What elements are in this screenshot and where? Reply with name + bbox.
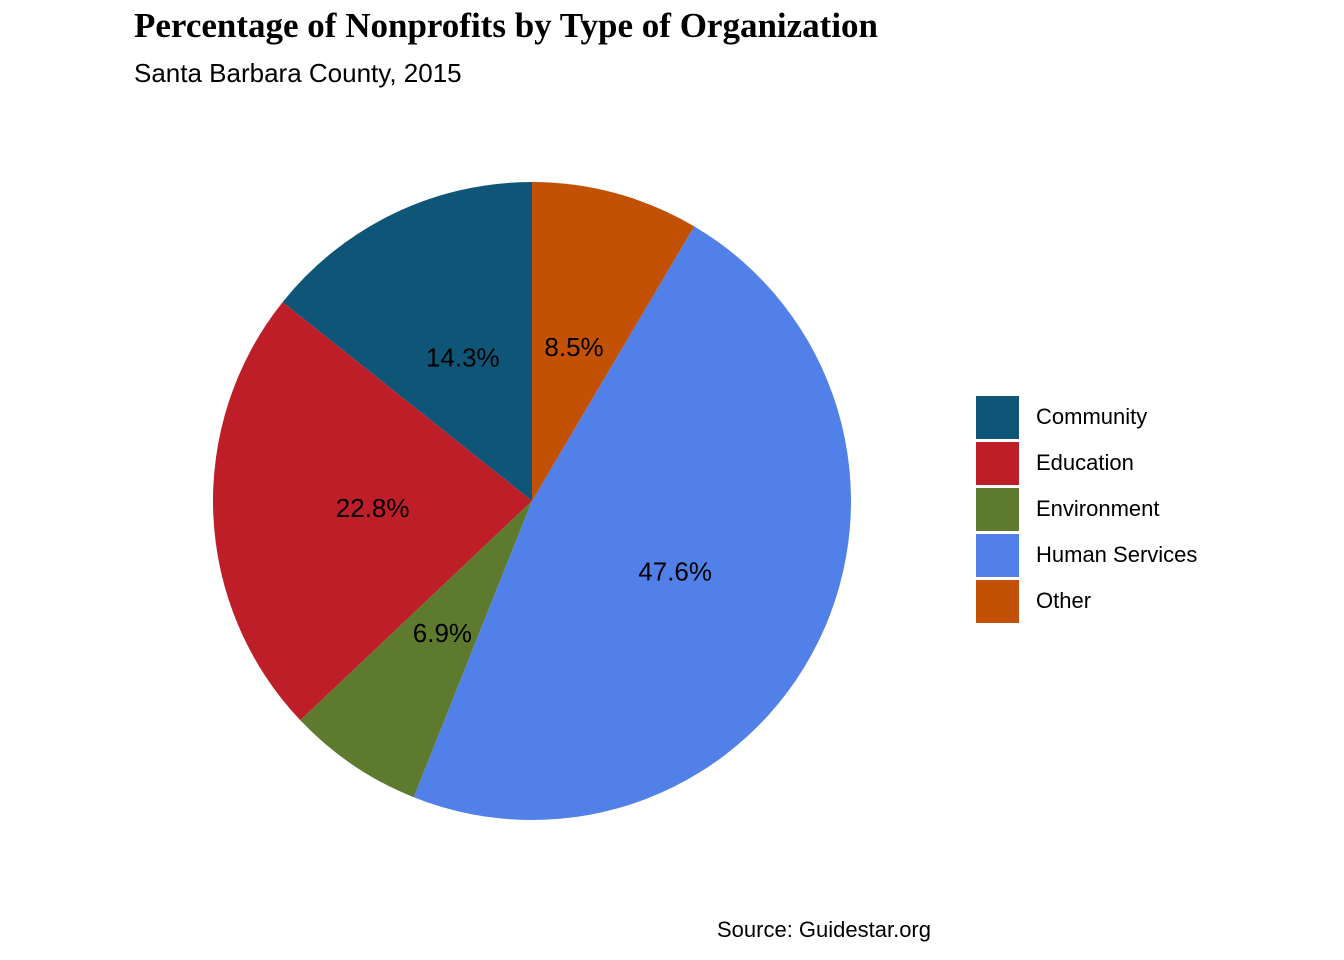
legend-item-human-services: Human Services bbox=[976, 532, 1197, 578]
chart-title: Percentage of Nonprofits by Type of Orga… bbox=[134, 6, 879, 45]
slice-label-human-services: 47.6% bbox=[638, 556, 712, 586]
slice-label-community: 14.3% bbox=[426, 342, 500, 372]
slice-label-other: 8.5% bbox=[544, 332, 603, 362]
legend: Community Education Environment Human Servi… bbox=[976, 394, 1197, 624]
pie-slice-human-services bbox=[413, 226, 851, 820]
legend-key bbox=[976, 533, 1019, 577]
chart-caption: Source: Guidestar.org bbox=[716, 917, 931, 942]
legend-label: Other bbox=[1036, 588, 1092, 613]
legend-key bbox=[976, 487, 1019, 531]
legend-label: Environment bbox=[1036, 496, 1160, 521]
slice-label-environment: 6.9% bbox=[413, 618, 472, 648]
pie-slices bbox=[213, 182, 851, 820]
pie-slice-environment bbox=[300, 501, 532, 798]
legend-label: Community bbox=[1036, 404, 1148, 429]
legend-item-education: Education bbox=[976, 440, 1197, 486]
legend-key bbox=[976, 441, 1019, 485]
pie-slice-other bbox=[532, 182, 695, 501]
legend-label: Education bbox=[1036, 450, 1134, 475]
legend-item-environment: Environment bbox=[976, 486, 1197, 532]
legend-key bbox=[976, 579, 1019, 623]
legend-label: Human Services bbox=[1036, 542, 1198, 567]
pie-slice-education bbox=[213, 302, 532, 721]
slice-label-education: 22.8% bbox=[336, 493, 410, 523]
legend-key bbox=[976, 395, 1019, 439]
legend-item-other: Other bbox=[976, 578, 1197, 624]
chart-subtitle: Santa Barbara County, 2015 bbox=[134, 58, 462, 88]
legend-item-community: Community bbox=[976, 394, 1197, 440]
pie-slice-community bbox=[282, 182, 532, 501]
pie-labels: 14.3% 22.8% 6.9% 47.6% 8.5% bbox=[336, 332, 712, 648]
